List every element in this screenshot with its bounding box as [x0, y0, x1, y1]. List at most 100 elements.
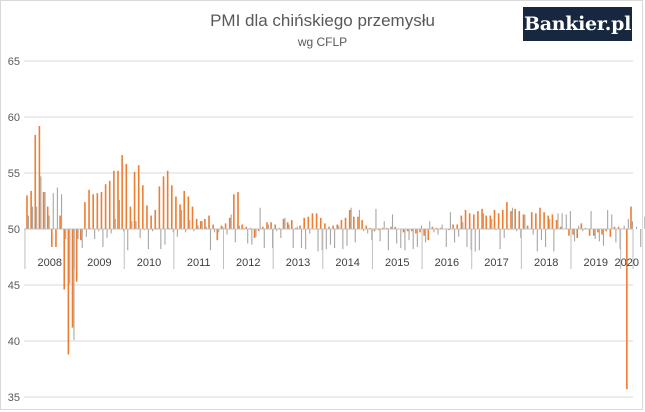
pmi-bar	[617, 226, 620, 229]
pmi-bar	[30, 190, 32, 229]
year-label: 2009	[87, 257, 111, 269]
secondary-bar	[94, 229, 96, 240]
pmi-bar	[448, 229, 450, 231]
pmi-bar	[108, 180, 111, 229]
pmi-bar	[88, 189, 90, 229]
pmi-bar	[336, 224, 339, 229]
pmi-bar	[551, 214, 554, 229]
secondary-bar	[309, 229, 311, 234]
pmi-bar	[286, 222, 289, 229]
secondary-bar	[48, 215, 50, 229]
pmi-bar	[241, 224, 243, 229]
secondary-bar	[238, 225, 240, 229]
secondary-bar	[185, 229, 187, 233]
pmi-bar	[555, 220, 558, 229]
secondary-bar	[437, 229, 439, 235]
pmi-bar	[158, 186, 161, 229]
secondary-bar	[619, 229, 621, 250]
pmi-bar	[63, 229, 66, 290]
secondary-bar	[474, 229, 476, 252]
secondary-bar	[420, 225, 423, 229]
secondary-bar	[209, 229, 212, 251]
secondary-bar	[342, 229, 344, 250]
pmi-bars	[26, 125, 632, 390]
pmi-bar	[224, 223, 227, 229]
secondary-bar	[623, 225, 625, 229]
secondary-bar	[106, 229, 108, 238]
secondary-bar	[321, 229, 323, 251]
year-label: 2018	[534, 257, 558, 269]
pmi-bar	[100, 192, 103, 229]
secondary-bar	[454, 229, 456, 243]
secondary-bar	[131, 221, 133, 229]
secondary-bar	[503, 229, 505, 238]
pmi-bar	[328, 226, 330, 229]
pmi-bar	[597, 229, 599, 233]
pmi-bar	[133, 171, 136, 229]
secondary-bar	[429, 221, 431, 229]
pmi-bar	[390, 226, 392, 229]
pmi-bar	[117, 170, 119, 229]
pmi-bar	[601, 229, 603, 235]
pmi-bar	[125, 164, 128, 229]
pmi-bar	[195, 218, 198, 229]
pmi-bar	[472, 214, 475, 229]
pmi-bar	[249, 227, 252, 229]
pmi-bar	[535, 213, 537, 229]
pmi-bar	[237, 192, 239, 229]
secondary-bar	[201, 221, 203, 229]
secondary-bar	[276, 229, 278, 232]
pmi-bar	[415, 229, 417, 234]
secondary-bar	[44, 192, 46, 229]
secondary-bar	[85, 229, 87, 237]
secondary-bar	[226, 229, 228, 235]
secondary-bar	[234, 229, 236, 243]
pmi-bar	[452, 224, 454, 229]
year-label: 2008	[38, 257, 62, 269]
secondary-bar	[346, 229, 348, 246]
pmi-bar	[212, 224, 214, 229]
secondary-bars	[27, 176, 645, 340]
pmi-bar	[481, 208, 483, 229]
pmi-bar	[506, 202, 508, 229]
secondary-bar	[387, 229, 389, 251]
pmi-bar	[245, 226, 248, 229]
pmi-bar	[166, 170, 169, 229]
secondary-bar	[573, 229, 576, 242]
pmi-bar	[208, 215, 210, 229]
pmi-bar	[386, 227, 388, 229]
pmi-bar	[485, 215, 488, 229]
secondary-bar	[218, 229, 220, 233]
y-tick-label: 60	[8, 112, 20, 124]
year-label: 2015	[385, 257, 409, 269]
pmi-bar	[626, 229, 628, 390]
secondary-bar	[507, 229, 509, 231]
secondary-bar	[127, 229, 129, 251]
pmi-bar	[340, 220, 343, 229]
pmi-bar	[572, 229, 574, 235]
pmi-bar	[113, 170, 115, 229]
secondary-bar	[193, 229, 195, 232]
secondary-bar	[40, 176, 42, 229]
secondary-bar	[602, 229, 605, 246]
secondary-bar	[143, 229, 145, 231]
secondary-bar	[284, 217, 286, 229]
pmi-bar	[613, 226, 616, 229]
secondary-bar	[334, 229, 336, 249]
pmi-bar	[592, 229, 595, 236]
secondary-bar	[478, 229, 480, 251]
secondary-bar	[611, 214, 613, 229]
y-tick-label: 55	[8, 168, 20, 180]
secondary-bar	[267, 224, 269, 229]
pmi-bar	[402, 229, 405, 233]
secondary-bar	[139, 229, 141, 238]
pmi-bar	[373, 229, 376, 232]
pmi-bar	[394, 226, 396, 229]
secondary-bar	[425, 229, 427, 243]
secondary-bar	[578, 225, 580, 229]
secondary-bar	[36, 206, 38, 229]
pmi-bar	[514, 208, 516, 229]
pmi-bar	[501, 209, 504, 229]
pmi-bar	[431, 226, 434, 229]
pmi-bar	[460, 215, 463, 229]
